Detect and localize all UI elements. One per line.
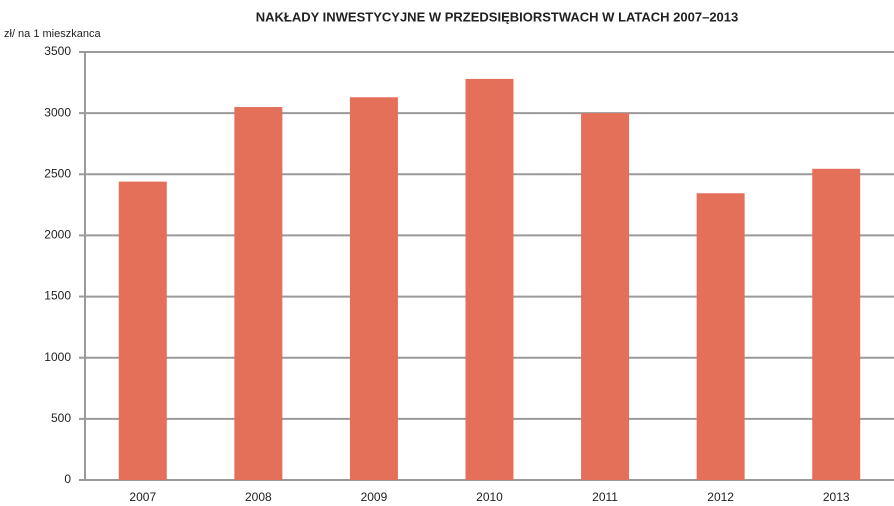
bar	[696, 193, 745, 481]
y-tick-label: 0	[64, 472, 71, 486]
bar	[234, 107, 283, 481]
x-tick-label: 2013	[823, 490, 850, 504]
x-tick-label: 2012	[707, 490, 734, 504]
y-tick-label: 2000	[44, 228, 71, 242]
x-tick-label: 2011	[592, 490, 618, 504]
x-tick-label: 2008	[245, 490, 272, 504]
bar	[465, 78, 514, 480]
y-tick-label: 3000	[44, 105, 71, 119]
chart-title: NAKŁADY INWESTYCYJNE W PRZEDSIĘBIORSTWAC…	[256, 9, 739, 24]
bar	[581, 113, 630, 481]
bar	[812, 168, 861, 481]
y-tick-label: 2500	[44, 166, 71, 180]
y-axis-label: zł/ na 1 mieszkanca	[4, 28, 101, 40]
y-tick-label: 3500	[44, 44, 71, 58]
x-tick-label: 2007	[129, 490, 156, 504]
bar	[118, 181, 167, 480]
bar	[349, 97, 398, 480]
y-tick-label: 500	[51, 411, 71, 425]
y-tick-label: 1000	[44, 350, 71, 364]
x-tick-label: 2009	[361, 490, 388, 504]
x-tick-label: 2010	[476, 490, 503, 504]
y-tick-label: 1500	[44, 289, 71, 303]
